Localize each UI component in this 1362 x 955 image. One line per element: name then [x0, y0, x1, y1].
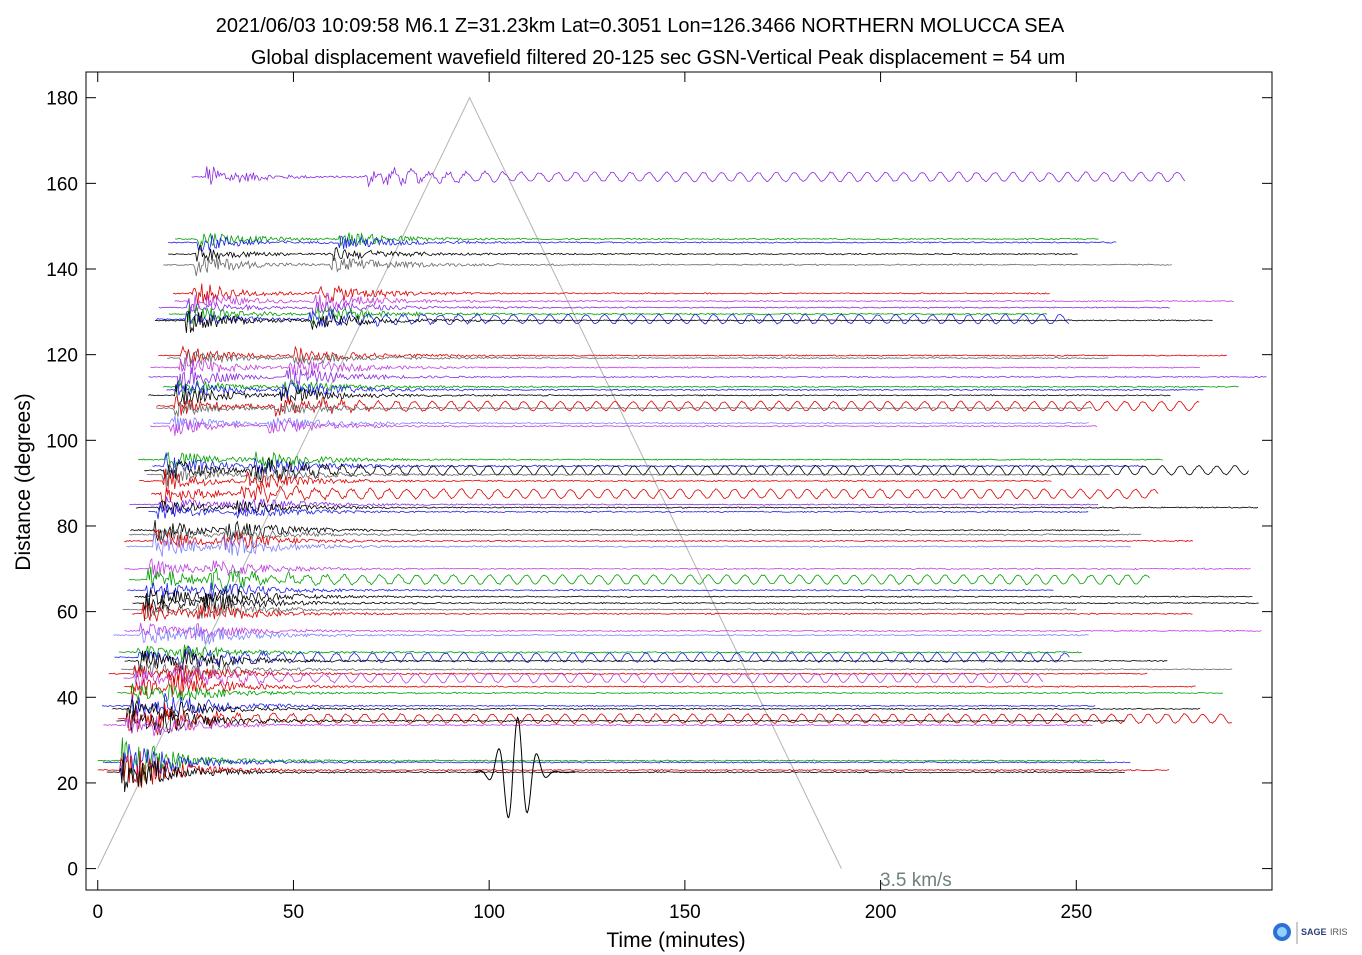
seismic-trace — [118, 644, 1083, 661]
x-tick-label: 0 — [92, 902, 103, 923]
seismic-trace — [123, 664, 1044, 688]
seismic-trace — [148, 366, 1267, 389]
seismic-trace — [103, 716, 1093, 737]
y-tick-label: 60 — [57, 603, 78, 624]
globe-highlight-icon — [1277, 927, 1287, 937]
seismic-trace — [191, 166, 1186, 188]
x-tick-label: 100 — [473, 902, 505, 923]
velocity-annotation: 3.5 km/s — [880, 870, 952, 891]
seismic-trace — [156, 395, 1200, 417]
seismic-trace — [97, 751, 1170, 788]
reference-line-layer — [97, 96, 842, 869]
seismic-trace — [158, 345, 1227, 364]
axes-layer: 0 50 100 150 200 250 0 20 40 60 80 100 120 140 160 180 — [46, 72, 1272, 923]
seismic-trace — [156, 309, 1070, 329]
sage-iris-logo: SAGE IRIS — [1273, 922, 1348, 944]
traces-layer — [97, 166, 1267, 819]
seismic-trace — [149, 418, 1098, 436]
y-tick-label: 0 — [67, 860, 78, 881]
seismic-trace — [138, 451, 1163, 470]
seismic-trace — [117, 683, 1224, 703]
x-tick-label: 250 — [1060, 902, 1092, 923]
seismic-trace — [139, 469, 1052, 492]
chart-title: 2021/06/03 10:09:58 M6.1 Z=31.23km Lat=0… — [216, 15, 1065, 37]
y-tick-label: 140 — [46, 260, 78, 281]
seismic-trace — [135, 499, 1259, 515]
seismic-trace — [126, 532, 1131, 557]
seismic-trace — [112, 699, 1201, 721]
seismic-trace — [150, 481, 1159, 505]
seismic-trace — [108, 663, 1148, 684]
seismic-trace — [144, 456, 1249, 482]
seismic-trace — [117, 702, 1232, 736]
y-tick-label: 80 — [57, 517, 78, 538]
seismic-trace — [150, 356, 1200, 377]
seismic-trace — [122, 600, 1077, 619]
seismic-trace — [168, 305, 1048, 325]
seismic-trace — [174, 292, 1234, 312]
chart-subtitle: Global displacement wavefield filtered 2… — [251, 47, 1065, 69]
seismic-trace — [113, 625, 1089, 646]
seismic-trace — [124, 529, 1194, 551]
seismic-trace — [129, 496, 1099, 515]
seismic-trace — [166, 380, 1204, 400]
seismic-trace — [152, 452, 1144, 476]
seismic-trace — [114, 645, 1070, 671]
seismic-trace — [155, 402, 1092, 417]
y-tick-label: 100 — [46, 431, 78, 452]
reference-velocity-line — [97, 96, 842, 869]
x-tick-label: 150 — [669, 902, 701, 923]
seismic-trace — [175, 232, 1099, 249]
seismic-trace — [167, 351, 1109, 370]
seismic-trace — [158, 298, 1171, 315]
y-tick-label: 40 — [57, 688, 78, 709]
seismic-trace — [130, 520, 1120, 542]
y-tick-label: 180 — [46, 89, 78, 110]
seismic-trace — [128, 566, 1150, 592]
seismic-trace — [163, 254, 1172, 277]
x-tick-label: 50 — [283, 902, 304, 923]
seismic-trace — [106, 752, 1125, 793]
seismic-trace — [132, 593, 1259, 614]
logo-iris-text: IRIS — [1330, 927, 1348, 937]
logo-sage-text: SAGE — [1301, 927, 1327, 937]
seismic-trace — [146, 463, 1110, 487]
y-tick-label: 120 — [46, 346, 78, 367]
x-axis-label: Time (minutes) — [606, 929, 745, 952]
plot-frame — [85, 71, 1273, 891]
seismic-trace — [132, 602, 1193, 622]
seismic-trace — [102, 743, 1131, 782]
seismic-trace — [172, 283, 1050, 305]
seismic-trace — [124, 622, 1262, 639]
seismic-trace — [127, 582, 1054, 599]
seismic-trace — [168, 244, 1078, 262]
seismic-trace — [97, 737, 1105, 781]
seismic-trace — [162, 379, 1239, 394]
x-tick-label: 200 — [865, 902, 897, 923]
seismic-trace — [124, 649, 1168, 674]
seismic-trace — [124, 674, 1196, 701]
seismic-trace — [168, 235, 1117, 252]
seismic-trace — [148, 502, 1089, 520]
y-axis-label: Distance (degrees) — [12, 393, 35, 570]
seismic-trace — [116, 707, 1125, 735]
seismic-trace — [124, 557, 1251, 579]
seismic-trace — [101, 693, 1096, 718]
seismic-trace — [121, 659, 1233, 679]
seismic-trace — [128, 526, 1142, 542]
surface-wave-packet — [473, 716, 576, 819]
seismic-trace — [148, 384, 1171, 407]
seismic-trace — [134, 588, 1253, 610]
seismic-trace — [152, 415, 1089, 431]
y-tick-label: 160 — [46, 174, 78, 195]
y-tick-label: 20 — [57, 774, 78, 795]
seismic-trace — [154, 310, 1213, 333]
